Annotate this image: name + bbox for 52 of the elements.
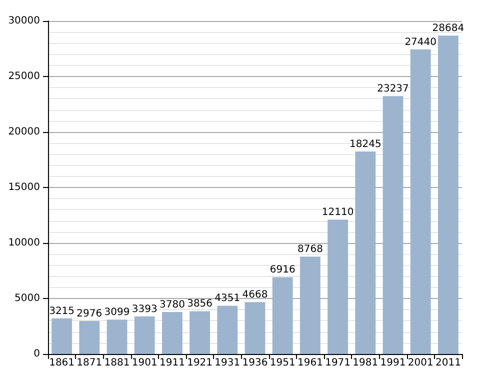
- x-tick-label: 1961: [297, 358, 323, 368]
- data-label: 3780: [159, 300, 185, 311]
- bar: [217, 306, 238, 354]
- x-tick-label: 1911: [159, 358, 185, 368]
- x-tick-label: 1936: [242, 358, 268, 368]
- data-label: 4351: [214, 293, 240, 304]
- data-label: 3856: [187, 298, 213, 310]
- data-label: 4668: [242, 290, 268, 301]
- y-tick-label: 0: [34, 348, 40, 360]
- x-tick-label: 1921: [187, 358, 213, 368]
- bar: [382, 96, 404, 354]
- data-label: 12110: [322, 207, 354, 218]
- bar: [244, 302, 266, 354]
- y-tick-label: 30000: [8, 16, 40, 26]
- x-tick-label: 1981: [352, 358, 378, 368]
- data-label: 27440: [404, 36, 437, 48]
- bar: [300, 256, 320, 354]
- bar: [79, 320, 100, 354]
- data-label: 3099: [104, 307, 130, 318]
- bar: [134, 316, 155, 354]
- data-label: 2976: [76, 308, 102, 320]
- bar: [328, 220, 348, 354]
- x-tick-label: 1871: [76, 358, 102, 368]
- x-tick-label: 1931: [214, 358, 240, 368]
- x-tick-label: 1881: [104, 358, 130, 368]
- data-label: 28684: [432, 23, 464, 34]
- bar: [438, 36, 458, 354]
- x-tick-label: 2001: [408, 358, 434, 368]
- bar: [272, 277, 293, 354]
- bar: [106, 320, 128, 354]
- y-tick-label: 10000: [8, 238, 40, 248]
- bar: [52, 318, 72, 354]
- y-tick-label: 25000: [8, 71, 40, 82]
- x-tick-label: 1901: [132, 358, 158, 368]
- x-tick-label: 2011: [435, 358, 461, 368]
- x-tick-label: 1971: [325, 358, 351, 368]
- y-tick-label: 20000: [8, 126, 40, 138]
- data-label: 18245: [349, 138, 382, 150]
- y-tick-label: 15000: [8, 182, 40, 193]
- data-label: 3215: [49, 306, 75, 317]
- bar: [162, 312, 182, 354]
- data-label: 6916: [270, 264, 296, 276]
- y-tick-label: 5000: [14, 293, 40, 304]
- data-label: 23237: [377, 84, 409, 95]
- x-tick-label: 1951: [270, 358, 296, 368]
- x-tick-label: 1861: [49, 358, 75, 368]
- bar: [190, 311, 210, 354]
- data-label: 8768: [297, 244, 323, 256]
- bar: [410, 49, 431, 354]
- data-label: 3393: [132, 304, 158, 315]
- bar: [355, 151, 376, 354]
- x-tick-label: 1991: [380, 358, 406, 368]
